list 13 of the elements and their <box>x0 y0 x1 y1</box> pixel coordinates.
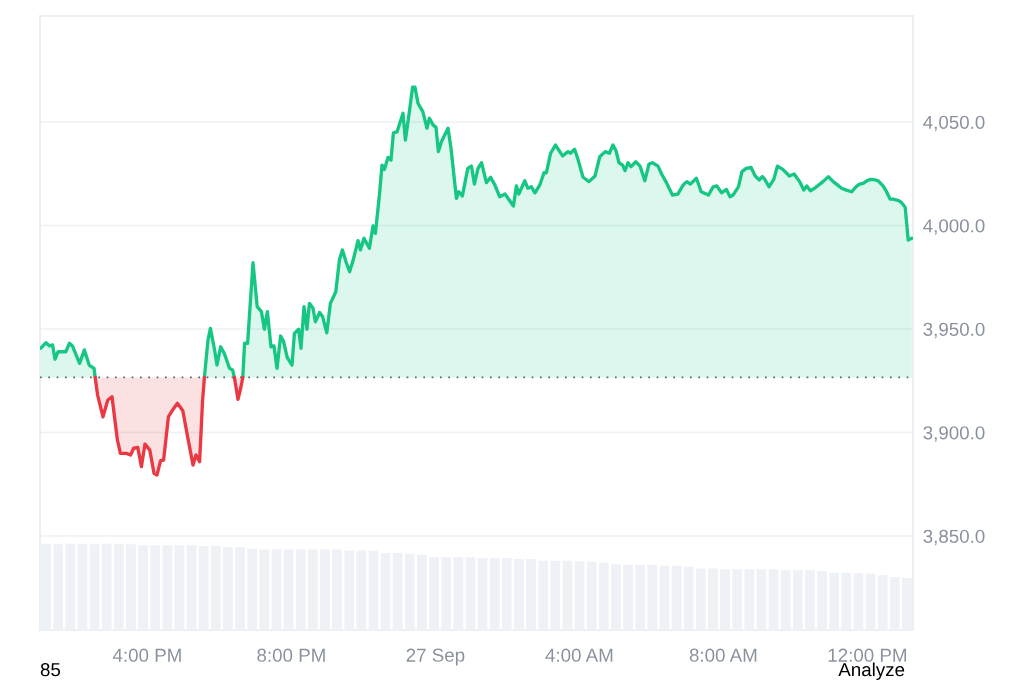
x-tick-label: 8:00 AM <box>689 648 757 662</box>
y-tick-label: 3,950.0 <box>923 322 985 339</box>
text: 85 <box>40 663 61 677</box>
y-tick-label: 4,000.0 <box>923 219 985 235</box>
x-tick-label: 4:00 PM <box>112 648 181 662</box>
x-tick-label: 4:00 AM <box>545 648 613 662</box>
y-tick-label: 3,900.0 <box>923 426 985 442</box>
x-tick-label: 27 Sep <box>406 648 465 666</box>
x-tick-label: 12:00 PM <box>828 648 906 662</box>
y-tick-label: 3,850.0 <box>923 529 985 546</box>
y-tick-label: 4,050.0 <box>923 115 985 132</box>
x-tick-label: 8:00 PM <box>257 648 325 662</box>
text: Analyze <box>838 662 905 680</box>
